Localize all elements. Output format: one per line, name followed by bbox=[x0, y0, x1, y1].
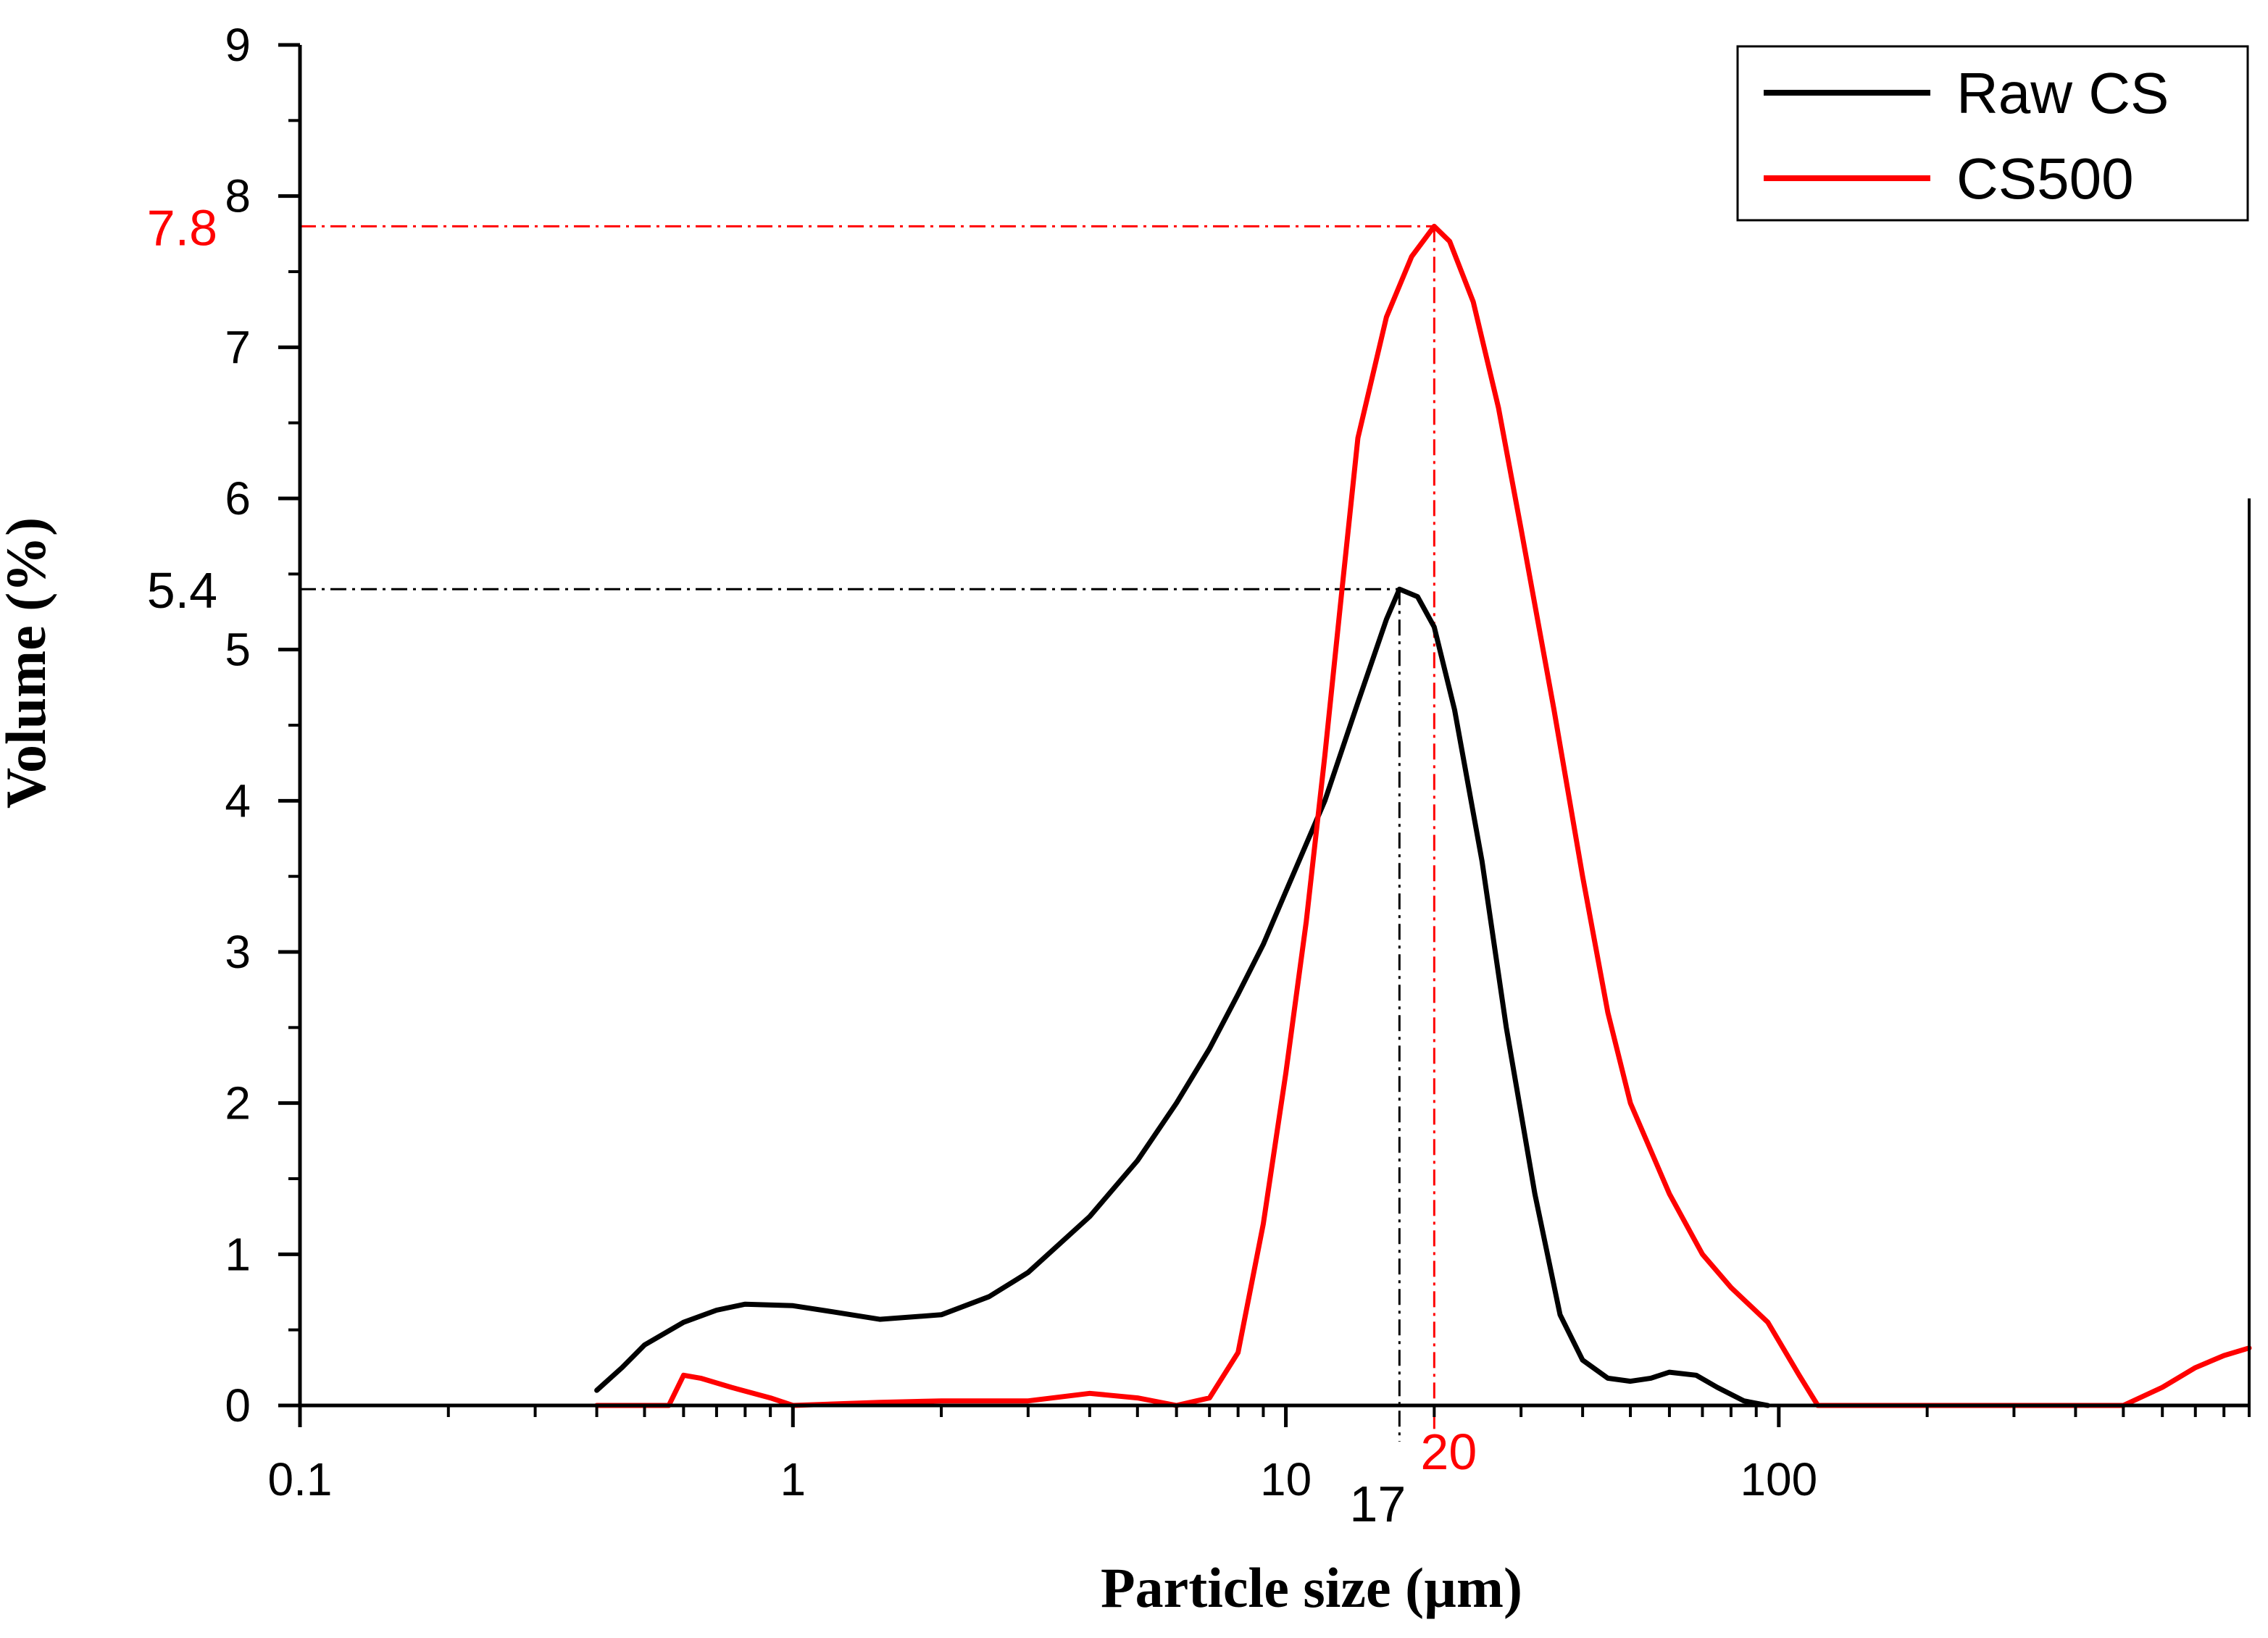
legend: Raw CS CS500 bbox=[1736, 45, 2249, 222]
y-tick-label: 7 bbox=[225, 321, 251, 373]
series-lines bbox=[594, 223, 2252, 1408]
y-tick-label: 0 bbox=[225, 1379, 251, 1432]
peak-y-label-5.4: 5.4 bbox=[147, 562, 217, 619]
y-tick-label: 1 bbox=[225, 1228, 251, 1280]
y-tick-label: 2 bbox=[225, 1077, 251, 1129]
series-line-cs500 bbox=[594, 223, 2252, 1408]
peak-x-label-20: 20 bbox=[1420, 1424, 1477, 1480]
y-tick-label: 5 bbox=[225, 624, 251, 676]
y-tick-label: 9 bbox=[225, 19, 251, 71]
x-tick-label: 10 bbox=[1260, 1453, 1312, 1505]
peak-guide-lines bbox=[300, 225, 1435, 1442]
x-tick-label: 1 bbox=[780, 1453, 806, 1505]
series-line-raw-cs bbox=[594, 586, 1771, 1408]
y-tick-label: 8 bbox=[225, 170, 251, 222]
x-tick-label: 100 bbox=[1740, 1453, 1817, 1505]
peak-x-label-17: 17 bbox=[1349, 1476, 1406, 1532]
peak-y-label-7.8: 7.8 bbox=[147, 199, 217, 256]
legend-label-cs500: CS500 bbox=[1956, 146, 2134, 211]
y-tick-label: 6 bbox=[225, 472, 251, 525]
y-tick-label: 3 bbox=[225, 926, 251, 978]
y-tick-label: 4 bbox=[225, 774, 251, 827]
x-axis-title: Particle size (µm) bbox=[1101, 1556, 1522, 1619]
legend-box bbox=[1736, 45, 2249, 222]
y-axis-title: Volume (%) bbox=[0, 517, 57, 808]
y-ticks: 0 1 2 3 4 5 6 7 8 9 bbox=[225, 19, 300, 1432]
x-ticks: 0.1 1 10 100 bbox=[268, 1405, 2251, 1505]
legend-label-raw-cs: Raw CS bbox=[1956, 61, 2169, 125]
x-tick-label: 0.1 bbox=[268, 1453, 333, 1505]
